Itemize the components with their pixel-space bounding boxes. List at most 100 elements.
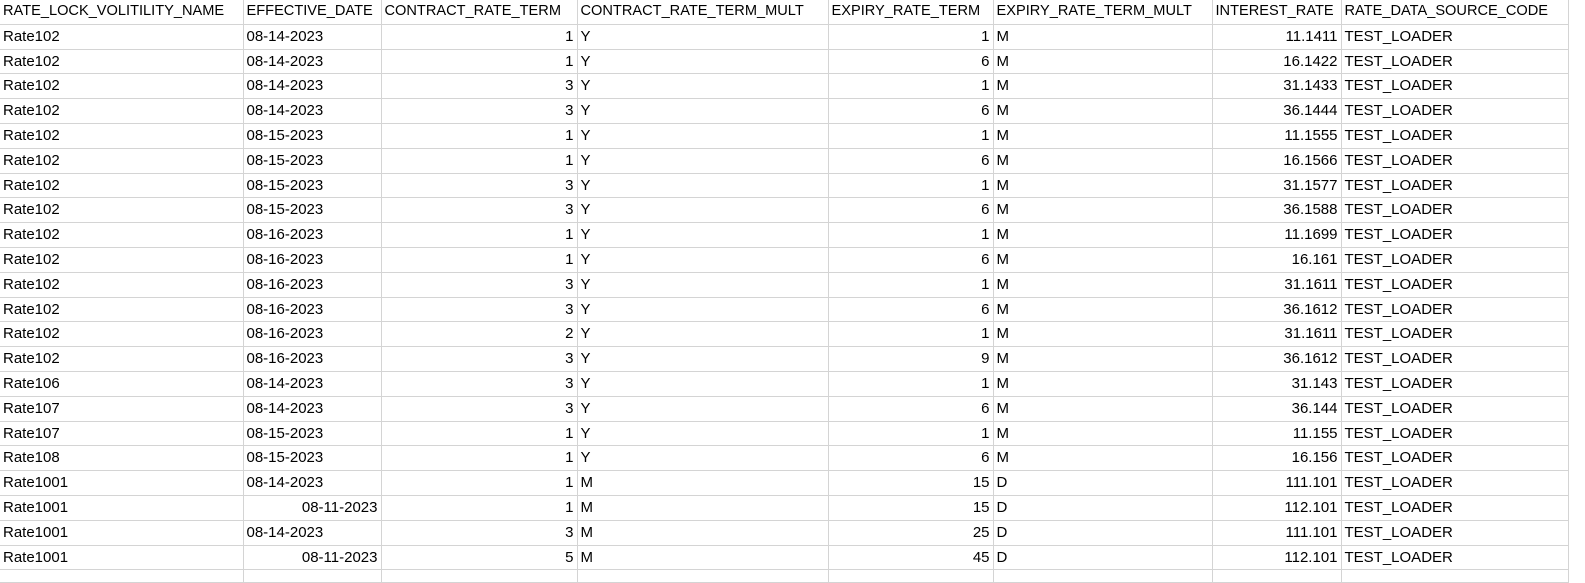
cell-name[interactable]: Rate102 <box>0 222 244 248</box>
cell-source[interactable]: TEST_LOADER <box>1341 421 1569 447</box>
cell-ert-mult[interactable]: M <box>993 24 1213 50</box>
cell-rate[interactable]: 11.1411 <box>1212 24 1342 50</box>
cell-ert-mult[interactable]: M <box>993 445 1213 472</box>
cell-ert[interactable]: 1 <box>828 123 994 149</box>
cell-crt-mult[interactable]: M <box>577 520 829 546</box>
cell-name[interactable]: Rate106 <box>0 371 244 397</box>
cell-crt[interactable]: 1 <box>381 445 578 472</box>
cell-ert[interactable]: 6 <box>828 148 994 174</box>
cell-rate[interactable]: 112.101 <box>1212 545 1342 571</box>
cell-ert[interactable]: 6 <box>828 396 994 422</box>
cell-ert[interactable]: 6 <box>828 49 994 75</box>
cell-date[interactable]: 08-16-2023 <box>243 222 382 248</box>
header-cell[interactable]: EFFECTIVE_DATE <box>243 0 382 25</box>
cell-rate[interactable]: 112.101 <box>1212 495 1342 521</box>
cell-date[interactable]: 08-16-2023 <box>243 321 382 348</box>
cell-name[interactable]: Rate1001 <box>0 470 244 496</box>
cell-crt-mult[interactable]: Y <box>577 123 829 149</box>
cell-ert[interactable]: 1 <box>828 371 994 397</box>
cell-name[interactable]: Rate102 <box>0 73 244 100</box>
empty-cell[interactable] <box>243 569 382 583</box>
cell-name[interactable]: Rate108 <box>0 445 244 472</box>
cell-crt[interactable]: 3 <box>381 346 578 372</box>
cell-source[interactable]: TEST_LOADER <box>1341 173 1569 199</box>
cell-name[interactable]: Rate1001 <box>0 520 244 546</box>
empty-cell[interactable] <box>993 569 1213 583</box>
cell-ert-mult[interactable]: M <box>993 297 1213 323</box>
cell-ert-mult[interactable]: M <box>993 123 1213 149</box>
cell-ert-mult[interactable]: M <box>993 346 1213 372</box>
cell-rate[interactable]: 16.156 <box>1212 445 1342 472</box>
header-cell[interactable]: RATE_LOCK_VOLITILITY_NAME <box>0 0 244 25</box>
cell-rate[interactable]: 11.155 <box>1212 421 1342 447</box>
cell-source[interactable]: TEST_LOADER <box>1341 371 1569 397</box>
cell-ert[interactable]: 1 <box>828 321 994 348</box>
cell-crt-mult[interactable]: Y <box>577 222 829 248</box>
cell-crt-mult[interactable]: Y <box>577 321 829 348</box>
cell-crt[interactable]: 3 <box>381 272 578 298</box>
cell-ert[interactable]: 1 <box>828 421 994 447</box>
empty-cell[interactable] <box>577 569 829 583</box>
cell-crt[interactable]: 3 <box>381 73 578 100</box>
cell-ert-mult[interactable]: M <box>993 247 1213 273</box>
cell-crt-mult[interactable]: Y <box>577 148 829 174</box>
cell-name[interactable]: Rate102 <box>0 297 244 323</box>
cell-rate[interactable]: 31.1611 <box>1212 272 1342 298</box>
cell-crt[interactable]: 2 <box>381 321 578 348</box>
cell-ert[interactable]: 6 <box>828 197 994 224</box>
cell-name[interactable]: Rate102 <box>0 49 244 75</box>
cell-date[interactable]: 08-15-2023 <box>243 123 382 149</box>
cell-crt[interactable]: 3 <box>381 371 578 397</box>
cell-ert-mult[interactable]: D <box>993 470 1213 496</box>
cell-source[interactable]: TEST_LOADER <box>1341 123 1569 149</box>
cell-ert-mult[interactable]: M <box>993 148 1213 174</box>
cell-crt[interactable]: 3 <box>381 396 578 422</box>
cell-crt-mult[interactable]: Y <box>577 73 829 100</box>
cell-rate[interactable]: 16.161 <box>1212 247 1342 273</box>
cell-rate[interactable]: 31.1577 <box>1212 173 1342 199</box>
cell-date[interactable]: 08-14-2023 <box>243 24 382 50</box>
cell-ert-mult[interactable]: M <box>993 421 1213 447</box>
empty-cell[interactable] <box>381 569 578 583</box>
cell-rate[interactable]: 36.144 <box>1212 396 1342 422</box>
cell-date[interactable]: 08-16-2023 <box>243 272 382 298</box>
cell-crt-mult[interactable]: M <box>577 495 829 521</box>
empty-cell[interactable] <box>0 569 244 583</box>
cell-ert[interactable]: 6 <box>828 98 994 124</box>
cell-date[interactable]: 08-15-2023 <box>243 148 382 174</box>
cell-rate[interactable]: 36.1588 <box>1212 197 1342 224</box>
cell-source[interactable]: TEST_LOADER <box>1341 24 1569 50</box>
cell-crt-mult[interactable]: Y <box>577 421 829 447</box>
cell-ert[interactable]: 25 <box>828 520 994 546</box>
cell-rate[interactable]: 31.143 <box>1212 371 1342 397</box>
header-cell[interactable]: INTEREST_RATE <box>1212 0 1342 25</box>
cell-crt[interactable]: 3 <box>381 173 578 199</box>
cell-rate[interactable]: 36.1444 <box>1212 98 1342 124</box>
cell-ert-mult[interactable]: M <box>993 321 1213 348</box>
header-cell[interactable]: CONTRACT_RATE_TERM_MULT <box>577 0 829 25</box>
cell-source[interactable]: TEST_LOADER <box>1341 297 1569 323</box>
cell-name[interactable]: Rate102 <box>0 123 244 149</box>
cell-source[interactable]: TEST_LOADER <box>1341 545 1569 571</box>
cell-ert-mult[interactable]: M <box>993 222 1213 248</box>
cell-ert[interactable]: 1 <box>828 222 994 248</box>
cell-name[interactable]: Rate102 <box>0 346 244 372</box>
cell-ert-mult[interactable]: M <box>993 73 1213 100</box>
cell-name[interactable]: Rate102 <box>0 98 244 124</box>
cell-rate[interactable]: 31.1433 <box>1212 73 1342 100</box>
cell-ert[interactable]: 6 <box>828 247 994 273</box>
cell-ert[interactable]: 1 <box>828 173 994 199</box>
cell-crt-mult[interactable]: Y <box>577 371 829 397</box>
cell-date[interactable]: 08-16-2023 <box>243 247 382 273</box>
cell-name[interactable]: Rate1001 <box>0 545 244 571</box>
cell-crt[interactable]: 1 <box>381 222 578 248</box>
cell-source[interactable]: TEST_LOADER <box>1341 73 1569 100</box>
cell-ert-mult[interactable]: M <box>993 371 1213 397</box>
cell-rate[interactable]: 11.1555 <box>1212 123 1342 149</box>
cell-ert[interactable]: 9 <box>828 346 994 372</box>
cell-source[interactable]: TEST_LOADER <box>1341 98 1569 124</box>
cell-ert-mult[interactable]: M <box>993 272 1213 298</box>
cell-date[interactable]: 08-14-2023 <box>243 520 382 546</box>
cell-name[interactable]: Rate102 <box>0 24 244 50</box>
cell-ert[interactable]: 45 <box>828 545 994 571</box>
